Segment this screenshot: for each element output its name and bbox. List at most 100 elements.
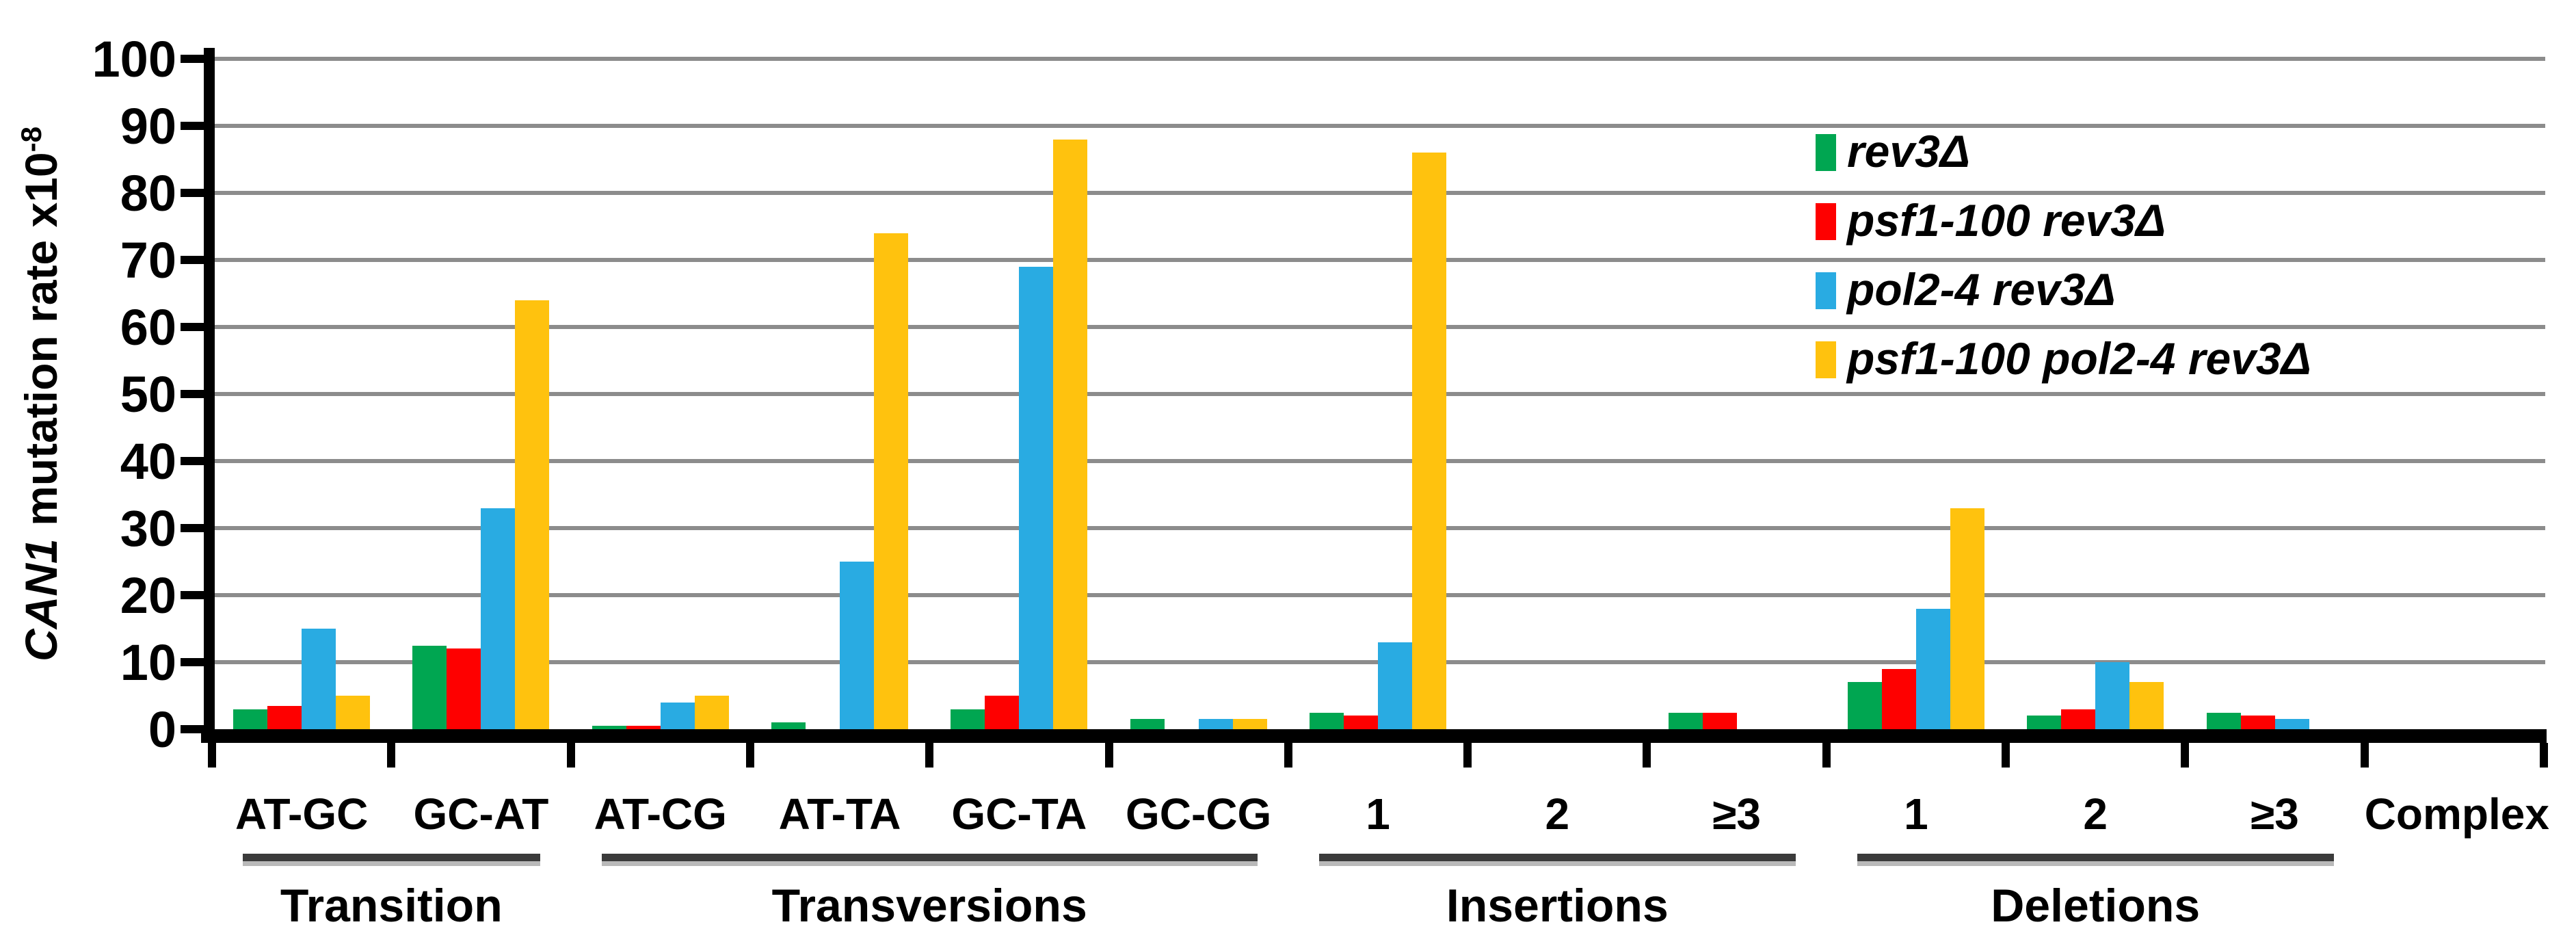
y-tick: [181, 524, 205, 532]
y-tick-label: 10: [120, 634, 176, 691]
y-tick: [181, 457, 205, 465]
x-tick: [1822, 743, 1831, 768]
y-tick: [181, 323, 205, 331]
y-tick-label: 60: [120, 299, 176, 356]
bar: [694, 696, 729, 729]
bar: [592, 726, 626, 729]
bar: [1019, 266, 1054, 729]
bar: [2274, 719, 2309, 729]
bar: [336, 696, 371, 729]
bar: [626, 726, 661, 729]
bar: [302, 629, 336, 729]
x-tick: [387, 743, 396, 768]
bar: [1881, 668, 1916, 729]
y-tick: [181, 658, 205, 666]
y-tick-label: 50: [120, 366, 176, 423]
legend-label: psf1-100 pol2-4 rev3Δ: [1847, 333, 2311, 384]
bar: [2027, 716, 2062, 729]
category-label: 1: [1904, 789, 1928, 839]
bar: [1198, 719, 1233, 729]
y-tick: [181, 189, 205, 197]
bar: [1847, 682, 1882, 729]
category-label: GC-AT: [413, 789, 549, 839]
category-label: AT-GC: [235, 789, 369, 839]
legend-swatch: [1816, 341, 1836, 378]
bar: [1232, 719, 1267, 729]
x-axis-line: [201, 729, 2547, 743]
x-tick: [2360, 743, 2369, 768]
bar: [874, 233, 909, 729]
y-axis-line: [204, 48, 215, 743]
y-tick-label: 40: [120, 433, 176, 490]
bar: [1130, 719, 1165, 729]
y-tick-label: 70: [120, 232, 176, 289]
group-underline: [601, 854, 1258, 866]
x-tick: [1284, 743, 1292, 768]
bar: [985, 696, 1020, 729]
category-label: GC-TA: [951, 789, 1087, 839]
bar: [2129, 682, 2164, 729]
gridline: [215, 392, 2545, 396]
x-tick: [566, 743, 575, 768]
category-label: ≥3: [2250, 789, 2299, 839]
y-tick: [181, 725, 205, 733]
gridline: [215, 191, 2545, 195]
bar: [1310, 712, 1344, 729]
bar: [447, 648, 481, 729]
x-tick: [2002, 743, 2010, 768]
group-label: Deletions: [1991, 880, 2201, 932]
bar: [840, 562, 875, 729]
bar: [1950, 508, 1984, 729]
bar: [660, 702, 695, 729]
bar: [2061, 709, 2096, 729]
x-tick: [2181, 743, 2190, 768]
y-tick-label: 80: [120, 165, 176, 222]
category-label: AT-TA: [778, 789, 901, 839]
bar: [515, 300, 550, 729]
group-label: Insertions: [1446, 880, 1669, 932]
legend-item: psf1-100 pol2-4 rev3Δ: [1816, 336, 2568, 382]
x-tick: [1104, 743, 1113, 768]
category-label: Complex: [2364, 789, 2549, 839]
group-label: Transition: [280, 880, 503, 932]
x-tick: [2540, 743, 2548, 768]
legend-label: rev3Δ: [1847, 126, 1971, 176]
bar: [2206, 712, 2241, 729]
group-label: Transversions: [771, 880, 1087, 932]
bar: [771, 722, 806, 729]
bar: [481, 508, 516, 729]
legend-label: pol2-4 rev3Δ: [1847, 264, 2116, 315]
category-label: 1: [1366, 789, 1390, 839]
legend-swatch: [1816, 203, 1836, 240]
bar: [1668, 712, 1703, 729]
y-tick: [181, 591, 205, 599]
y-tick: [181, 55, 205, 63]
gridline: [215, 258, 2545, 262]
bar: [1378, 642, 1412, 729]
y-tick-label: 90: [120, 98, 176, 155]
y-tick-label: 20: [120, 567, 176, 624]
y-tick: [181, 256, 205, 264]
bar: [1053, 139, 1088, 729]
x-tick: [925, 743, 934, 768]
gridline: [215, 593, 2545, 597]
bar: [1412, 153, 1446, 729]
x-tick: [745, 743, 754, 768]
bar: [1702, 712, 1737, 729]
legend-label: psf1-100 rev3Δ: [1847, 195, 2166, 246]
legend-item: pol2-4 rev3Δ: [1816, 267, 2568, 313]
bar: [233, 709, 268, 729]
gridline: [215, 325, 2545, 329]
y-tick-label: 100: [92, 31, 176, 88]
category-label: 2: [1545, 789, 1570, 839]
category-label: ≥3: [1712, 789, 1761, 839]
x-tick: [1463, 743, 1472, 768]
category-label: 2: [2083, 789, 2108, 839]
category-label: GC-CG: [1126, 789, 1272, 839]
group-underline: [1318, 854, 1796, 866]
y-tick-label: 30: [120, 500, 176, 557]
bar: [2095, 662, 2130, 729]
gridline: [215, 57, 2545, 61]
gridline: [215, 459, 2545, 463]
